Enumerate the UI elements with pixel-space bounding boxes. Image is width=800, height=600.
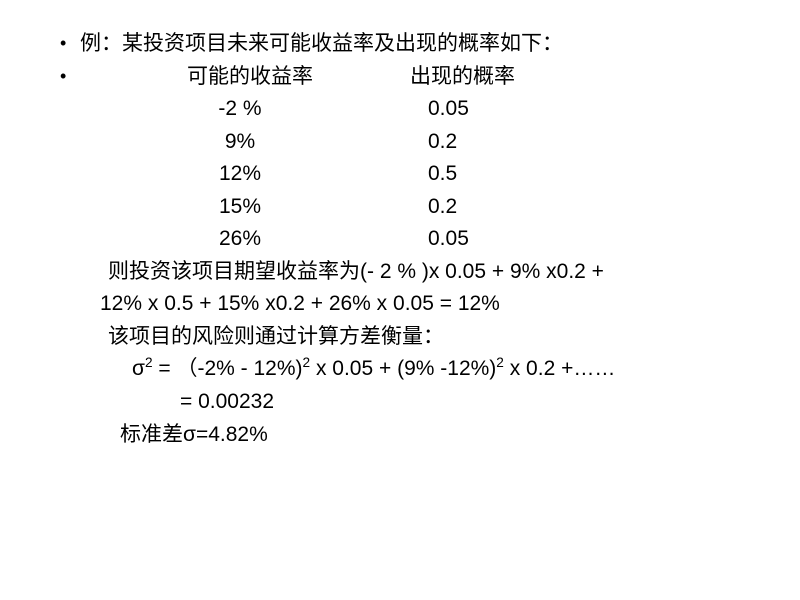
example-intro: 例：某投资项目未来可能收益率及出现的概率如下： — [80, 28, 750, 61]
cell-rate: 26% — [100, 223, 380, 256]
bullet-item-1: • 例：某投资项目未来可能收益率及出现的概率如下： — [60, 28, 750, 61]
cell-rate: 15% — [100, 191, 380, 224]
table-row: 12% 0.5 — [100, 158, 750, 191]
cell-prob: 0.05 — [380, 93, 580, 126]
expected-return-line1: 则投资该项目期望收益率为(- 2 % )x 0.05 + 9% x0.2 + — [80, 256, 750, 289]
bullet-dot-icon: • — [60, 61, 80, 92]
cell-rate: -2 % — [100, 93, 380, 126]
cell-rate: 9% — [100, 126, 380, 159]
table-header: 可能的收益率 出现的概率 — [100, 61, 750, 94]
formula-part-c: x 0.2 +…… — [504, 357, 615, 380]
cell-rate: 12% — [100, 158, 380, 191]
cell-prob: 0.5 — [380, 158, 580, 191]
variance-formula-line1: σ2 = （-2% - 12%)2 x 0.05 + (9% -12%)2 x … — [80, 353, 750, 386]
header-prob: 出现的概率 — [400, 61, 600, 94]
cell-prob: 0.05 — [380, 223, 580, 256]
table-row: -2 % 0.05 — [100, 93, 750, 126]
rate-prob-table: 可能的收益率 出现的概率 — [100, 61, 750, 94]
standard-deviation: 标准差σ=4.82% — [80, 419, 750, 452]
table-body: -2 % 0.05 9% 0.2 12% 0.5 15% 0.2 26% 0.0… — [100, 93, 750, 256]
risk-intro: 该项目的风险则通过计算方差衡量： — [80, 321, 750, 354]
expected-return-line2: 12% x 0.5 + 15% x0.2 + 26% x 0.05 = 12% — [80, 288, 750, 321]
cell-prob: 0.2 — [380, 191, 580, 224]
table-row: 15% 0.2 — [100, 191, 750, 224]
slide-content: • 例：某投资项目未来可能收益率及出现的概率如下： • 可能的收益率 出现的概率… — [0, 0, 800, 600]
sigma-symbol: σ — [132, 357, 145, 380]
formula-part-a: = （-2% - 12%) — [153, 357, 303, 380]
bullet-dot-icon: • — [60, 28, 80, 59]
variance-formula-line2: = 0.00232 — [80, 386, 750, 419]
superscript-2: 2 — [303, 355, 311, 370]
table-row: 9% 0.2 — [100, 126, 750, 159]
cell-prob: 0.2 — [380, 126, 580, 159]
superscript-2: 2 — [145, 355, 153, 370]
header-rate: 可能的收益率 — [100, 61, 400, 94]
superscript-2: 2 — [496, 355, 504, 370]
table-row: 26% 0.05 — [100, 223, 750, 256]
formula-part-b: x 0.05 + (9% -12%) — [310, 357, 496, 380]
bullet-item-2: • 可能的收益率 出现的概率 — [60, 61, 750, 94]
